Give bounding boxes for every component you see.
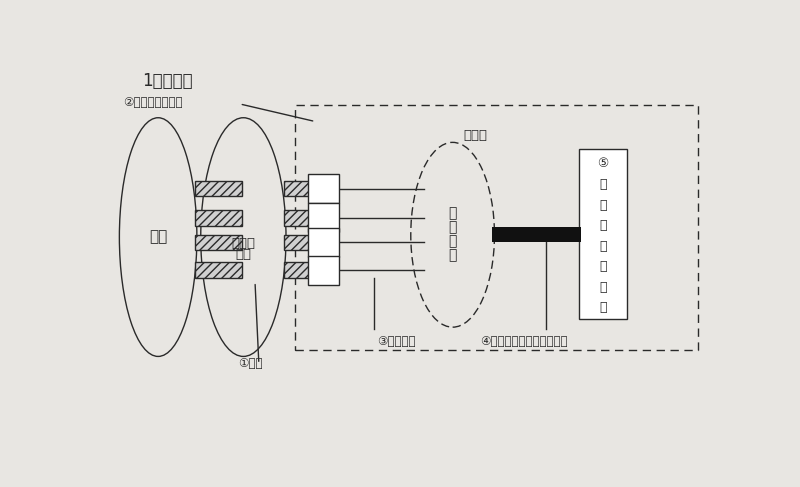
Bar [195, 262, 242, 278]
Text: ④经过链路聚合的物理线路: ④经过链路聚合的物理线路 [480, 335, 567, 348]
Bar [195, 181, 242, 196]
Text: 链: 链 [449, 206, 457, 220]
Text: 网络: 网络 [235, 247, 251, 261]
Text: 1、标准图: 1、标准图 [142, 72, 194, 90]
Text: ②核心传输设备组: ②核心传输设备组 [123, 96, 182, 109]
Bar [579, 149, 627, 319]
Bar [295, 105, 698, 350]
Bar [195, 210, 242, 225]
Bar [285, 181, 310, 196]
Bar [308, 228, 338, 257]
Text: 设: 设 [599, 281, 606, 294]
Bar [308, 174, 338, 203]
Bar [285, 262, 310, 278]
Text: ①隧道: ①隧道 [238, 357, 262, 370]
Bar [195, 235, 242, 250]
Bar [308, 256, 338, 285]
Text: 路: 路 [449, 220, 457, 234]
Text: 私网: 私网 [149, 229, 167, 244]
Bar [285, 210, 310, 225]
Text: 备: 备 [599, 301, 606, 315]
Text: 主: 主 [599, 178, 606, 191]
Text: 交: 交 [599, 240, 606, 253]
Text: ③物理线路: ③物理线路 [378, 335, 416, 348]
Text: 骨干网: 骨干网 [464, 130, 488, 142]
Text: 心: 心 [599, 219, 606, 232]
Text: 合: 合 [449, 248, 457, 262]
Text: 核: 核 [599, 199, 606, 211]
Text: ⑤: ⑤ [598, 157, 609, 170]
Bar [492, 227, 581, 243]
Bar [285, 235, 310, 250]
Text: 非信任: 非信任 [231, 237, 255, 250]
Bar [308, 203, 338, 232]
Text: 聚: 聚 [449, 234, 457, 248]
Text: 换: 换 [599, 260, 606, 273]
